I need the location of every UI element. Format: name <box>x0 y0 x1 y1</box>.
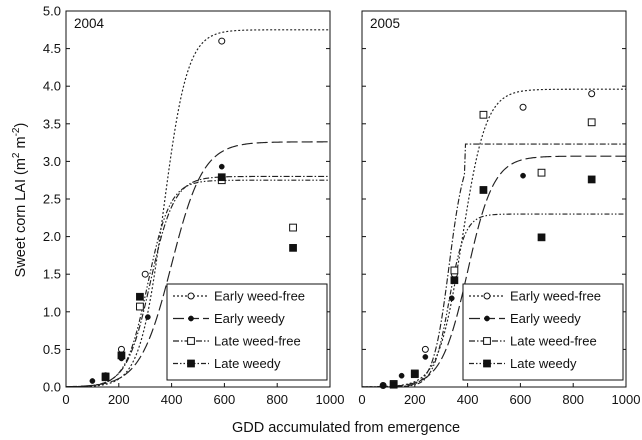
y-tick-label: 2.0 <box>43 229 61 244</box>
legend-marker-early-weed-free <box>187 292 195 300</box>
data-point-late-weedy <box>136 292 144 301</box>
legend-label: Early weed-free <box>510 289 601 304</box>
x-tick-label: 400 <box>161 392 183 407</box>
legend-label: Late weed-free <box>214 334 301 349</box>
legend-marker-early-weedy <box>484 315 490 322</box>
data-point-late-weed-free <box>537 168 546 177</box>
legend-label: Early weedy <box>510 311 581 326</box>
x-tick-label: 600 <box>214 392 236 407</box>
fit-line-early-weed-free <box>362 88 626 387</box>
y-tick-label: 3.5 <box>43 116 61 131</box>
fit-curves <box>362 88 626 387</box>
x-tick-label: 800 <box>266 392 288 407</box>
data-point-early-weed-free <box>519 103 527 111</box>
y-tick-label: 4.0 <box>43 79 61 94</box>
y-axis-title: Sweet corn LAI (m2 m-2) <box>11 123 29 278</box>
data-point-early-weed-free <box>421 345 429 353</box>
data-point-late-weedy <box>410 370 419 379</box>
y-tick-label: 4.5 <box>43 41 61 56</box>
x-tick-label: 600 <box>510 392 532 407</box>
y-tick-label: 1.0 <box>43 304 61 319</box>
y-tick-label: 5.0 <box>43 4 61 19</box>
data-point-early-weedy <box>422 354 429 360</box>
legend-marker-early-weedy <box>188 315 194 322</box>
data-point-early-weedy <box>89 378 96 384</box>
panel-label: 2005 <box>370 16 400 31</box>
x-axis-title: GDD accumulated from emergence <box>232 420 460 436</box>
fit-line-early-weed-free <box>66 29 330 387</box>
data-point-late-weedy <box>117 351 126 360</box>
data-point-late-weedy <box>217 173 226 182</box>
x-tick-label: 200 <box>404 392 426 407</box>
legend-marker-late-weedy <box>187 359 195 368</box>
x-tick-label: 0 <box>358 392 365 407</box>
y-tick-label: 0.5 <box>43 342 61 357</box>
legend-marker-late-weed-free <box>483 337 491 345</box>
data-point-late-weedy <box>537 233 546 242</box>
data-point-late-weed-free <box>136 302 144 311</box>
legend-label: Late weed-free <box>510 334 597 349</box>
x-tick-label: 0 <box>62 392 69 407</box>
y-tick-label: 1.5 <box>43 267 61 282</box>
y-tick-label: 0.0 <box>43 380 61 395</box>
panel-label: 2004 <box>74 16 105 31</box>
legend-label: Late weedy <box>214 356 281 371</box>
data-point-late-weed-free <box>289 223 297 232</box>
x-tick-label: 400 <box>457 392 479 407</box>
data-point-early-weedy <box>448 295 455 302</box>
data-point-early-weedy <box>520 172 526 179</box>
fit-line-late-weedy <box>66 179 330 387</box>
data-point-late-weedy <box>389 380 398 389</box>
legend: Early weed-free Early weedy Late weed-free… <box>166 283 328 381</box>
fit-line-late-weed-free <box>362 143 626 387</box>
y-tick-label: 2.5 <box>43 192 61 207</box>
x-tick-label: 200 <box>108 392 130 407</box>
data-point-early-weed-free <box>141 270 149 278</box>
legend: Early weed-free Early weedy Late weed-free… <box>462 283 624 381</box>
fit-line-late-weed-free <box>66 175 330 387</box>
data-point-early-weed-free <box>117 345 125 353</box>
legend-label: Early weed-free <box>214 289 305 304</box>
data-point-late-weedy <box>587 175 596 184</box>
data-point-late-weedy <box>101 372 110 381</box>
data-point-late-weed-free <box>450 266 459 275</box>
x-tick-label: 800 <box>562 392 584 407</box>
fit-line-early-weedy <box>362 155 626 387</box>
data-point-late-weedy <box>479 186 488 194</box>
data-point-late-weedy <box>450 276 459 285</box>
data-point-early-weed-free <box>588 90 596 98</box>
data-point-late-weed-free <box>587 118 596 127</box>
x-tick-label: 1000 <box>612 392 641 407</box>
fit-curves <box>66 29 330 387</box>
data-point-early-weedy <box>398 372 405 379</box>
panel-2004: 0 200 400 600 800 1000 0.0 0.5 1.0 1.5 2.0 2.5 3.0 3.… <box>43 4 345 408</box>
y-tick-label: 3.0 <box>43 154 61 169</box>
data-point-early-weedy <box>144 314 151 320</box>
legend-box <box>166 283 328 381</box>
legend-label: Late weedy <box>510 356 577 371</box>
x-tick-label: 1000 <box>316 392 345 407</box>
legend-label: Early weedy <box>214 311 285 326</box>
data-point-late-weed-free <box>479 110 488 119</box>
fit-line-late-weedy <box>362 213 626 387</box>
data-point-early-weed-free <box>218 37 226 45</box>
data-point-late-weedy <box>289 244 297 252</box>
legend-marker-early-weed-free <box>483 292 491 300</box>
legend-marker-late-weedy <box>483 359 491 368</box>
legend-marker-late-weed-free <box>187 337 195 345</box>
data-point-early-weedy <box>218 163 225 170</box>
